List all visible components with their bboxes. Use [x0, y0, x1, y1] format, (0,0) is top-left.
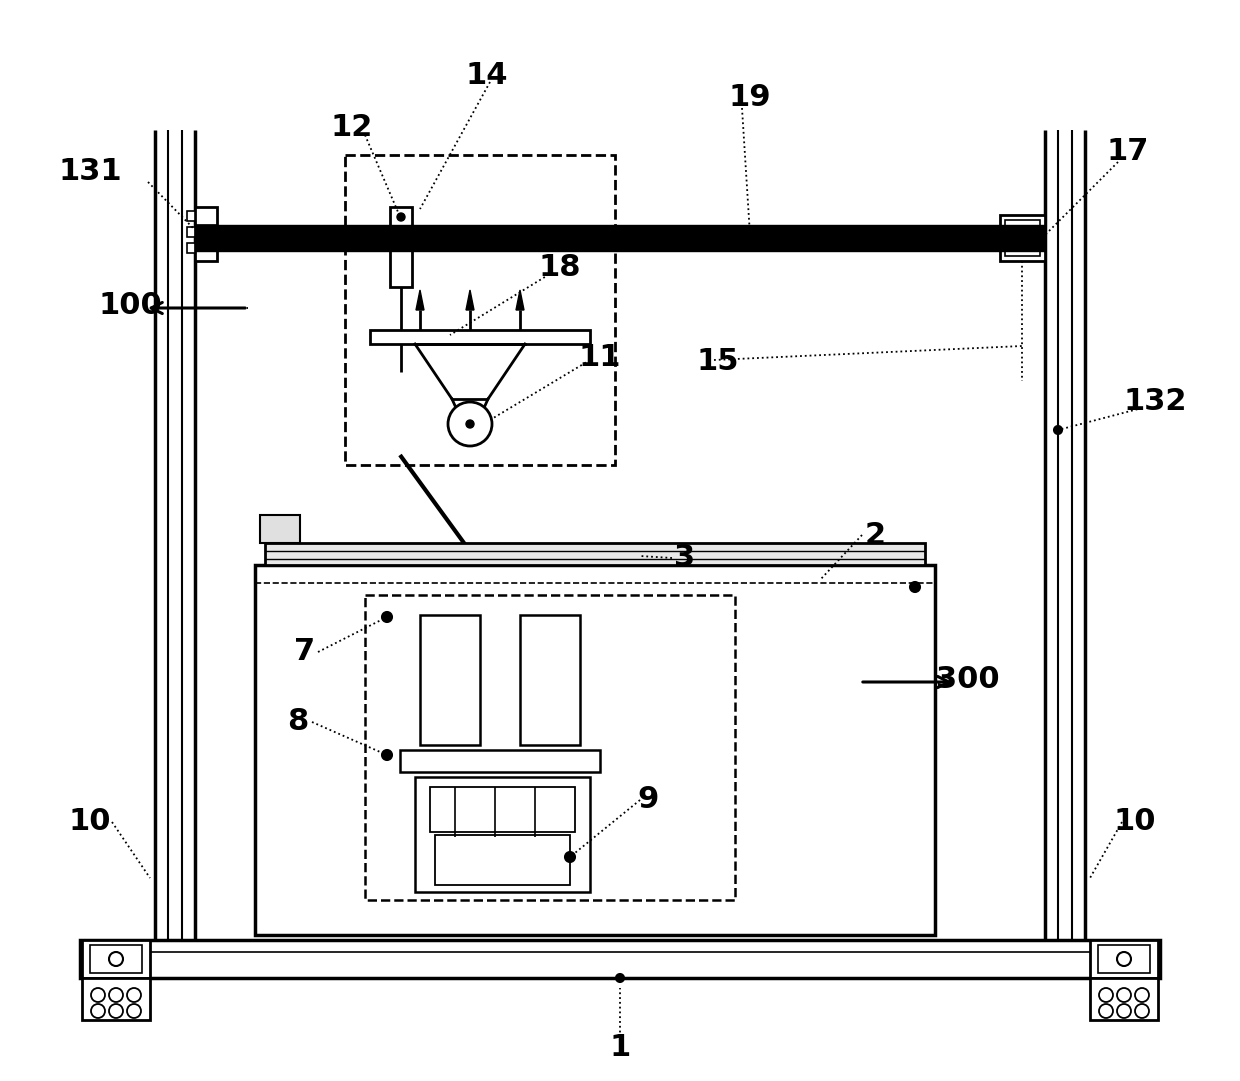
- Circle shape: [466, 421, 474, 428]
- Bar: [999, 215, 1045, 261]
- Circle shape: [448, 402, 492, 446]
- Bar: [365, 595, 735, 900]
- Bar: [195, 206, 217, 261]
- Bar: [187, 227, 195, 237]
- Circle shape: [91, 988, 105, 1002]
- Bar: [82, 940, 150, 978]
- Circle shape: [1135, 1004, 1149, 1018]
- Bar: [370, 330, 590, 344]
- Bar: [82, 978, 150, 1020]
- Bar: [1004, 221, 1040, 256]
- Text: 17: 17: [1107, 137, 1149, 166]
- Bar: [1090, 978, 1158, 1020]
- Circle shape: [616, 974, 624, 982]
- Circle shape: [910, 582, 920, 592]
- Text: 132: 132: [1123, 387, 1187, 416]
- Bar: [195, 225, 1045, 251]
- Circle shape: [1117, 988, 1131, 1002]
- Polygon shape: [415, 290, 424, 310]
- Circle shape: [109, 952, 123, 966]
- Bar: [1090, 940, 1158, 978]
- Circle shape: [1135, 988, 1149, 1002]
- Bar: [255, 565, 935, 935]
- Text: 10: 10: [68, 808, 112, 837]
- Bar: [415, 777, 590, 892]
- Circle shape: [1054, 426, 1061, 433]
- Text: 1: 1: [609, 1033, 631, 1063]
- Text: 12: 12: [331, 114, 373, 143]
- Circle shape: [382, 612, 392, 622]
- Circle shape: [1099, 988, 1114, 1002]
- Circle shape: [397, 213, 405, 221]
- Text: 100: 100: [98, 291, 162, 320]
- Bar: [1097, 945, 1149, 973]
- Circle shape: [1117, 952, 1131, 966]
- Bar: [435, 835, 570, 885]
- Bar: [430, 787, 575, 832]
- Bar: [391, 206, 412, 286]
- Text: 300: 300: [936, 666, 999, 694]
- Polygon shape: [516, 290, 525, 310]
- Circle shape: [1018, 233, 1025, 242]
- Text: 131: 131: [58, 158, 122, 187]
- Text: 7: 7: [294, 638, 315, 667]
- Bar: [260, 515, 300, 543]
- Bar: [81, 940, 1159, 978]
- Circle shape: [382, 750, 392, 760]
- Text: 18: 18: [538, 254, 582, 282]
- Text: 8: 8: [288, 707, 309, 736]
- Circle shape: [109, 1004, 123, 1018]
- Text: 11: 11: [579, 344, 621, 373]
- Text: 3: 3: [675, 544, 696, 573]
- Circle shape: [91, 1004, 105, 1018]
- Circle shape: [126, 1004, 141, 1018]
- Circle shape: [109, 988, 123, 1002]
- Bar: [265, 543, 925, 565]
- Text: 2: 2: [864, 520, 885, 549]
- Bar: [401, 750, 600, 772]
- Circle shape: [1117, 1004, 1131, 1018]
- Circle shape: [126, 988, 141, 1002]
- Polygon shape: [466, 290, 474, 310]
- Bar: [91, 945, 143, 973]
- Bar: [420, 615, 480, 745]
- Text: 10: 10: [1114, 808, 1156, 837]
- Circle shape: [1099, 1004, 1114, 1018]
- Circle shape: [565, 852, 575, 862]
- Bar: [187, 243, 195, 253]
- Text: 15: 15: [697, 347, 739, 376]
- Text: 19: 19: [729, 83, 771, 112]
- Text: 9: 9: [637, 786, 658, 814]
- Text: 14: 14: [466, 61, 508, 90]
- Bar: [187, 211, 195, 221]
- Bar: [345, 155, 615, 465]
- Bar: [520, 615, 580, 745]
